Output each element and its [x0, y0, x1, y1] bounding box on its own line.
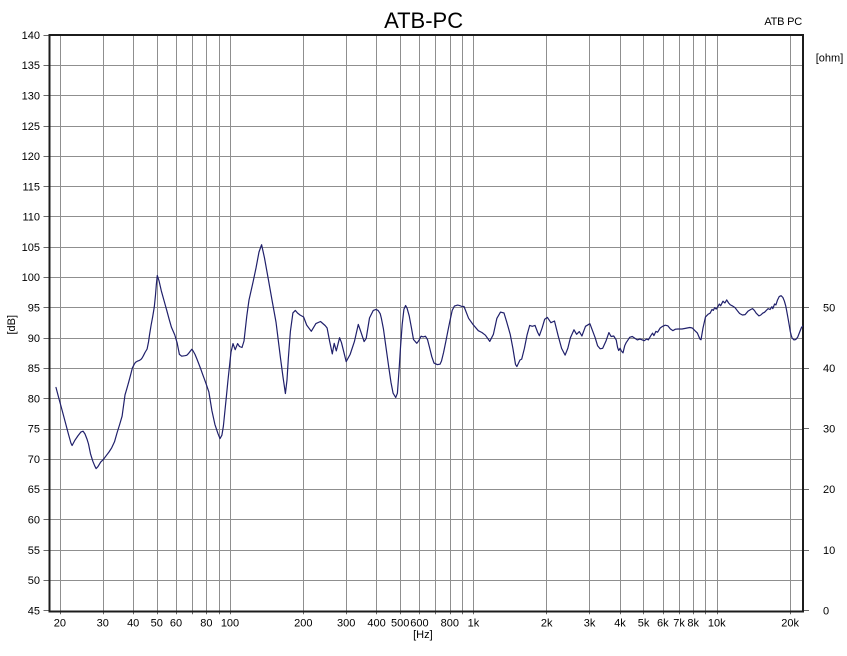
svg-text:70: 70: [28, 454, 40, 466]
svg-text:ATB PC: ATB PC: [764, 16, 802, 28]
svg-text:5k: 5k: [638, 618, 650, 630]
svg-text:50: 50: [823, 303, 835, 315]
svg-text:7k: 7k: [673, 618, 685, 630]
svg-text:105: 105: [22, 242, 40, 254]
svg-text:8k: 8k: [687, 618, 699, 630]
svg-text:600: 600: [410, 618, 428, 630]
svg-text:110: 110: [22, 212, 40, 224]
svg-text:85: 85: [28, 363, 40, 375]
svg-text:20: 20: [54, 618, 66, 630]
svg-text:125: 125: [22, 121, 40, 133]
svg-text:45: 45: [28, 605, 40, 617]
svg-text:20: 20: [823, 484, 835, 496]
svg-text:1k: 1k: [468, 618, 480, 630]
svg-text:800: 800: [441, 618, 459, 630]
svg-text:500: 500: [391, 618, 409, 630]
svg-text:135: 135: [22, 60, 40, 72]
svg-text:80: 80: [200, 618, 212, 630]
svg-text:65: 65: [28, 484, 40, 496]
svg-text:300: 300: [337, 618, 355, 630]
svg-text:100: 100: [221, 618, 239, 630]
svg-text:50: 50: [151, 618, 163, 630]
svg-text:120: 120: [22, 151, 40, 163]
svg-text:0: 0: [823, 605, 829, 617]
svg-text:ATB-PC: ATB-PC: [384, 8, 463, 33]
svg-text:4k: 4k: [614, 618, 626, 630]
svg-text:20k: 20k: [781, 618, 799, 630]
svg-text:80: 80: [28, 393, 40, 405]
svg-text:6k: 6k: [657, 618, 669, 630]
svg-text:60: 60: [28, 515, 40, 527]
svg-text:30: 30: [97, 618, 109, 630]
svg-text:100: 100: [22, 272, 40, 284]
svg-text:[dB]: [dB]: [6, 315, 18, 335]
svg-text:2k: 2k: [541, 618, 553, 630]
svg-text:140: 140: [22, 30, 40, 42]
svg-text:95: 95: [28, 303, 40, 315]
svg-text:130: 130: [22, 91, 40, 103]
svg-text:115: 115: [22, 181, 40, 193]
svg-text:90: 90: [28, 333, 40, 345]
svg-text:40: 40: [823, 363, 835, 375]
svg-text:40: 40: [127, 618, 139, 630]
svg-text:[Hz]: [Hz]: [413, 629, 433, 641]
svg-text:60: 60: [170, 618, 182, 630]
svg-text:75: 75: [28, 424, 40, 436]
svg-text:10k: 10k: [708, 618, 726, 630]
svg-text:200: 200: [294, 618, 312, 630]
svg-text:[ohm]: [ohm]: [816, 52, 844, 64]
svg-text:3k: 3k: [584, 618, 596, 630]
svg-text:30: 30: [823, 424, 835, 436]
svg-text:55: 55: [28, 545, 40, 557]
svg-text:400: 400: [367, 618, 385, 630]
svg-text:50: 50: [28, 575, 40, 587]
svg-text:10: 10: [823, 545, 835, 557]
